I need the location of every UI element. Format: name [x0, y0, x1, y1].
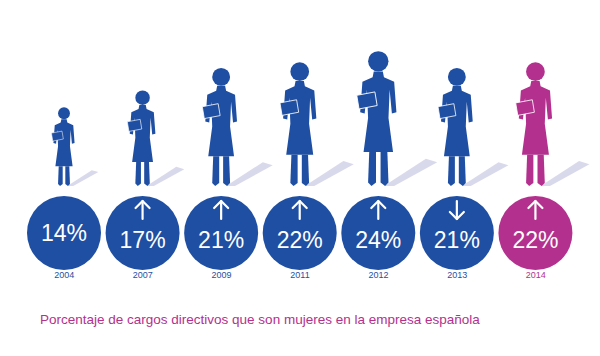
- svg-text:14%: 14%: [41, 220, 87, 246]
- svg-text:2014: 2014: [526, 270, 546, 280]
- svg-text:2011: 2011: [290, 270, 309, 280]
- svg-text:2013: 2013: [447, 270, 467, 280]
- svg-text:24%: 24%: [355, 227, 401, 253]
- svg-text:21%: 21%: [434, 227, 480, 253]
- svg-text:2012: 2012: [369, 270, 389, 280]
- svg-text:22%: 22%: [277, 227, 323, 253]
- html-text:Porcentaje de cargos directivo: Porcentaje de cargos directivos que son …: [40, 312, 480, 327]
- svg-text:21%: 21%: [198, 227, 244, 253]
- svg-text:2009: 2009: [211, 270, 231, 280]
- svg-text:2007: 2007: [133, 270, 153, 280]
- svg-text:2004: 2004: [54, 270, 74, 280]
- svg-text:22%: 22%: [512, 227, 558, 253]
- svg-text:17%: 17%: [120, 227, 166, 253]
